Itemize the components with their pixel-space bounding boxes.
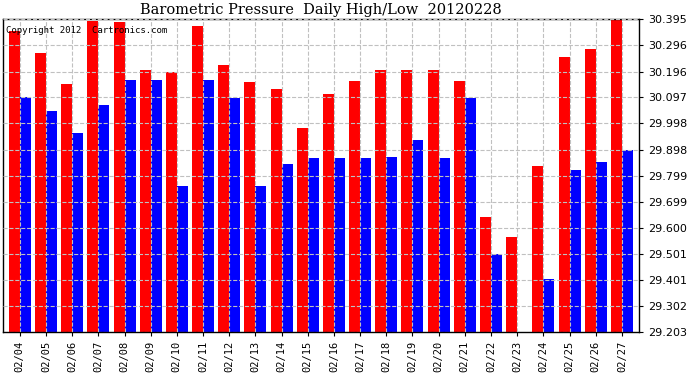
Bar [150,80,161,332]
Bar [480,217,491,332]
Bar [533,166,544,332]
Text: Copyright 2012  Cartronics.com: Copyright 2012 Cartronics.com [6,26,167,34]
Bar [46,111,57,332]
Bar [244,82,255,332]
Bar [454,81,465,332]
Bar [114,22,124,332]
Bar [506,237,518,332]
Title: Barometric Pressure  Daily High/Low  20120228: Barometric Pressure Daily High/Low 20120… [140,3,502,17]
Bar [569,170,580,332]
Bar [428,70,439,332]
Bar [139,70,150,332]
Bar [9,31,20,332]
Bar [611,9,622,332]
Bar [386,157,397,332]
Bar [584,50,595,332]
Bar [559,57,569,332]
Bar [88,21,99,332]
Bar [544,279,554,332]
Bar [622,150,633,332]
Bar [595,162,607,332]
Bar [99,105,109,332]
Bar [177,186,188,332]
Bar [375,70,386,332]
Bar [124,80,135,332]
Bar [166,72,177,332]
Bar [203,80,214,332]
Bar [20,98,31,332]
Bar [229,98,240,332]
Bar [518,332,529,333]
Bar [35,53,46,332]
Bar [334,158,345,332]
Bar [349,81,360,332]
Bar [61,84,72,332]
Bar [297,128,308,332]
Bar [308,158,319,332]
Bar [192,26,203,332]
Bar [255,186,266,332]
Bar [270,89,282,332]
Bar [360,158,371,332]
Bar [323,94,334,332]
Bar [465,98,476,332]
Bar [402,70,413,332]
Bar [439,158,450,332]
Bar [413,140,424,332]
Bar [218,65,229,332]
Bar [72,134,83,332]
Bar [491,254,502,332]
Bar [282,164,293,332]
